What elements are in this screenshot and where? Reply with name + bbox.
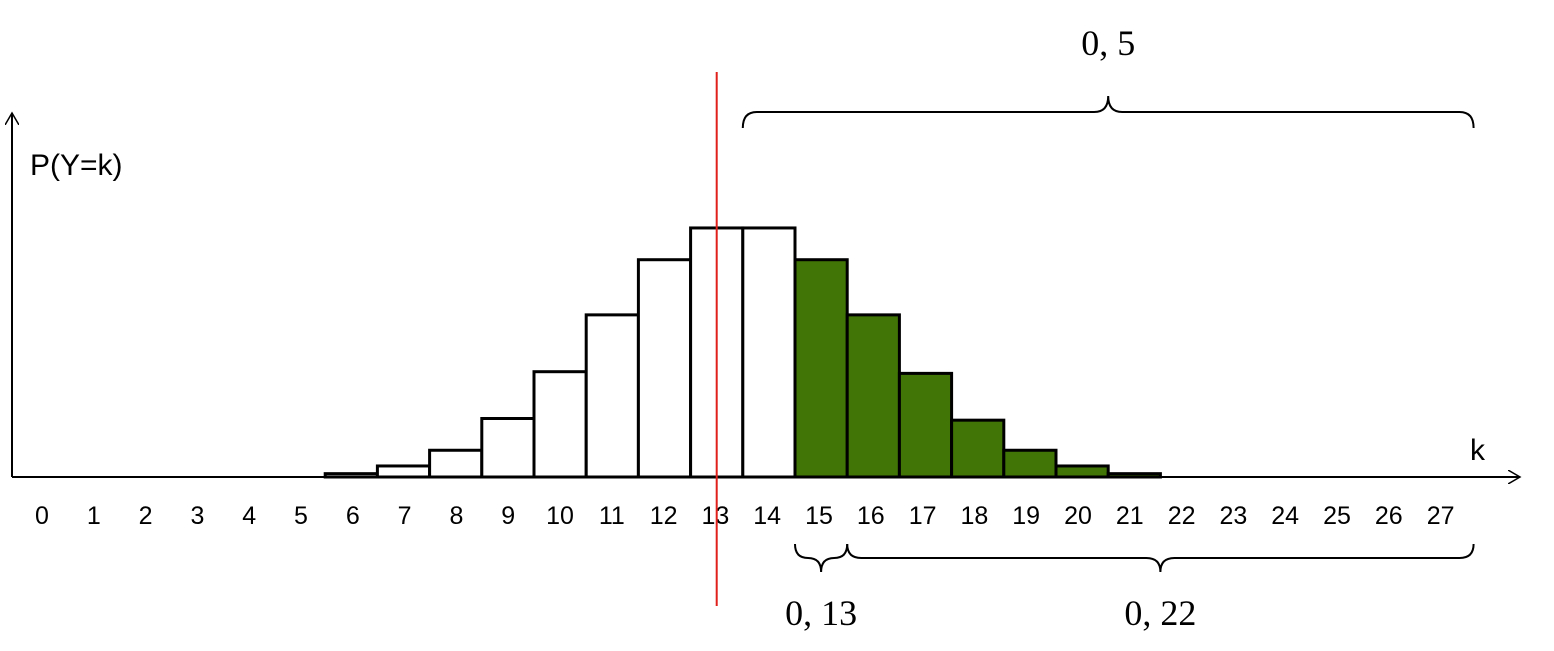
bar [950, 418, 1006, 479]
x-tick-label: 0 [35, 502, 49, 530]
x-tick-label: 11 [599, 502, 625, 530]
y-axis-label: P(Y=k) [30, 149, 123, 182]
brace [741, 95, 1475, 129]
x-tick-label: 6 [346, 502, 360, 530]
x-tick-label: 10 [546, 502, 574, 530]
bar [793, 258, 849, 479]
x-tick-label: 3 [190, 502, 204, 530]
x-tick-label: 1 [87, 502, 101, 530]
x-tick-label: 24 [1271, 502, 1299, 530]
annotation: 0, 22 [1124, 593, 1196, 633]
bar [375, 464, 432, 479]
x-tick-label: 19 [1012, 502, 1040, 530]
bar [480, 417, 536, 479]
x-tick-label: 13 [701, 502, 729, 530]
x-axis-label: k [1470, 434, 1486, 467]
bar [1002, 448, 1058, 479]
x-tick-label: 17 [909, 502, 937, 530]
bar [636, 258, 693, 479]
annotation: 0, 13 [785, 593, 857, 633]
x-tick-label: 25 [1323, 502, 1351, 530]
bar [584, 313, 640, 479]
x-tick-label: 7 [398, 502, 412, 530]
bar [845, 313, 901, 479]
x-tick-label: 21 [1116, 502, 1144, 530]
bar [1054, 464, 1110, 479]
x-tick-label: 23 [1219, 502, 1247, 530]
x-tick-label: 14 [753, 502, 781, 530]
x-tick-label: 2 [139, 502, 153, 530]
bar [323, 472, 379, 479]
x-tick-label: 5 [294, 502, 308, 530]
x-tick-label: 15 [805, 502, 833, 530]
brace [794, 543, 849, 573]
brace [846, 543, 1475, 573]
bar [1106, 472, 1162, 479]
x-tick-label: 27 [1427, 502, 1455, 530]
bar [532, 370, 588, 479]
x-tick-label: 8 [449, 502, 463, 530]
bar [428, 448, 484, 479]
x-tick-label: 9 [501, 502, 515, 530]
bar [897, 371, 954, 479]
x-tick-label: 22 [1168, 502, 1196, 530]
annotation: 0, 5 [1081, 23, 1135, 63]
x-tick-label: 18 [960, 502, 988, 530]
x-tick-label: 4 [242, 502, 256, 530]
x-tick-label: 16 [857, 502, 885, 530]
x-tick-label: 26 [1375, 502, 1403, 530]
bar [741, 226, 797, 479]
x-tick-label: 20 [1064, 502, 1092, 530]
x-tick-label: 12 [650, 502, 678, 530]
